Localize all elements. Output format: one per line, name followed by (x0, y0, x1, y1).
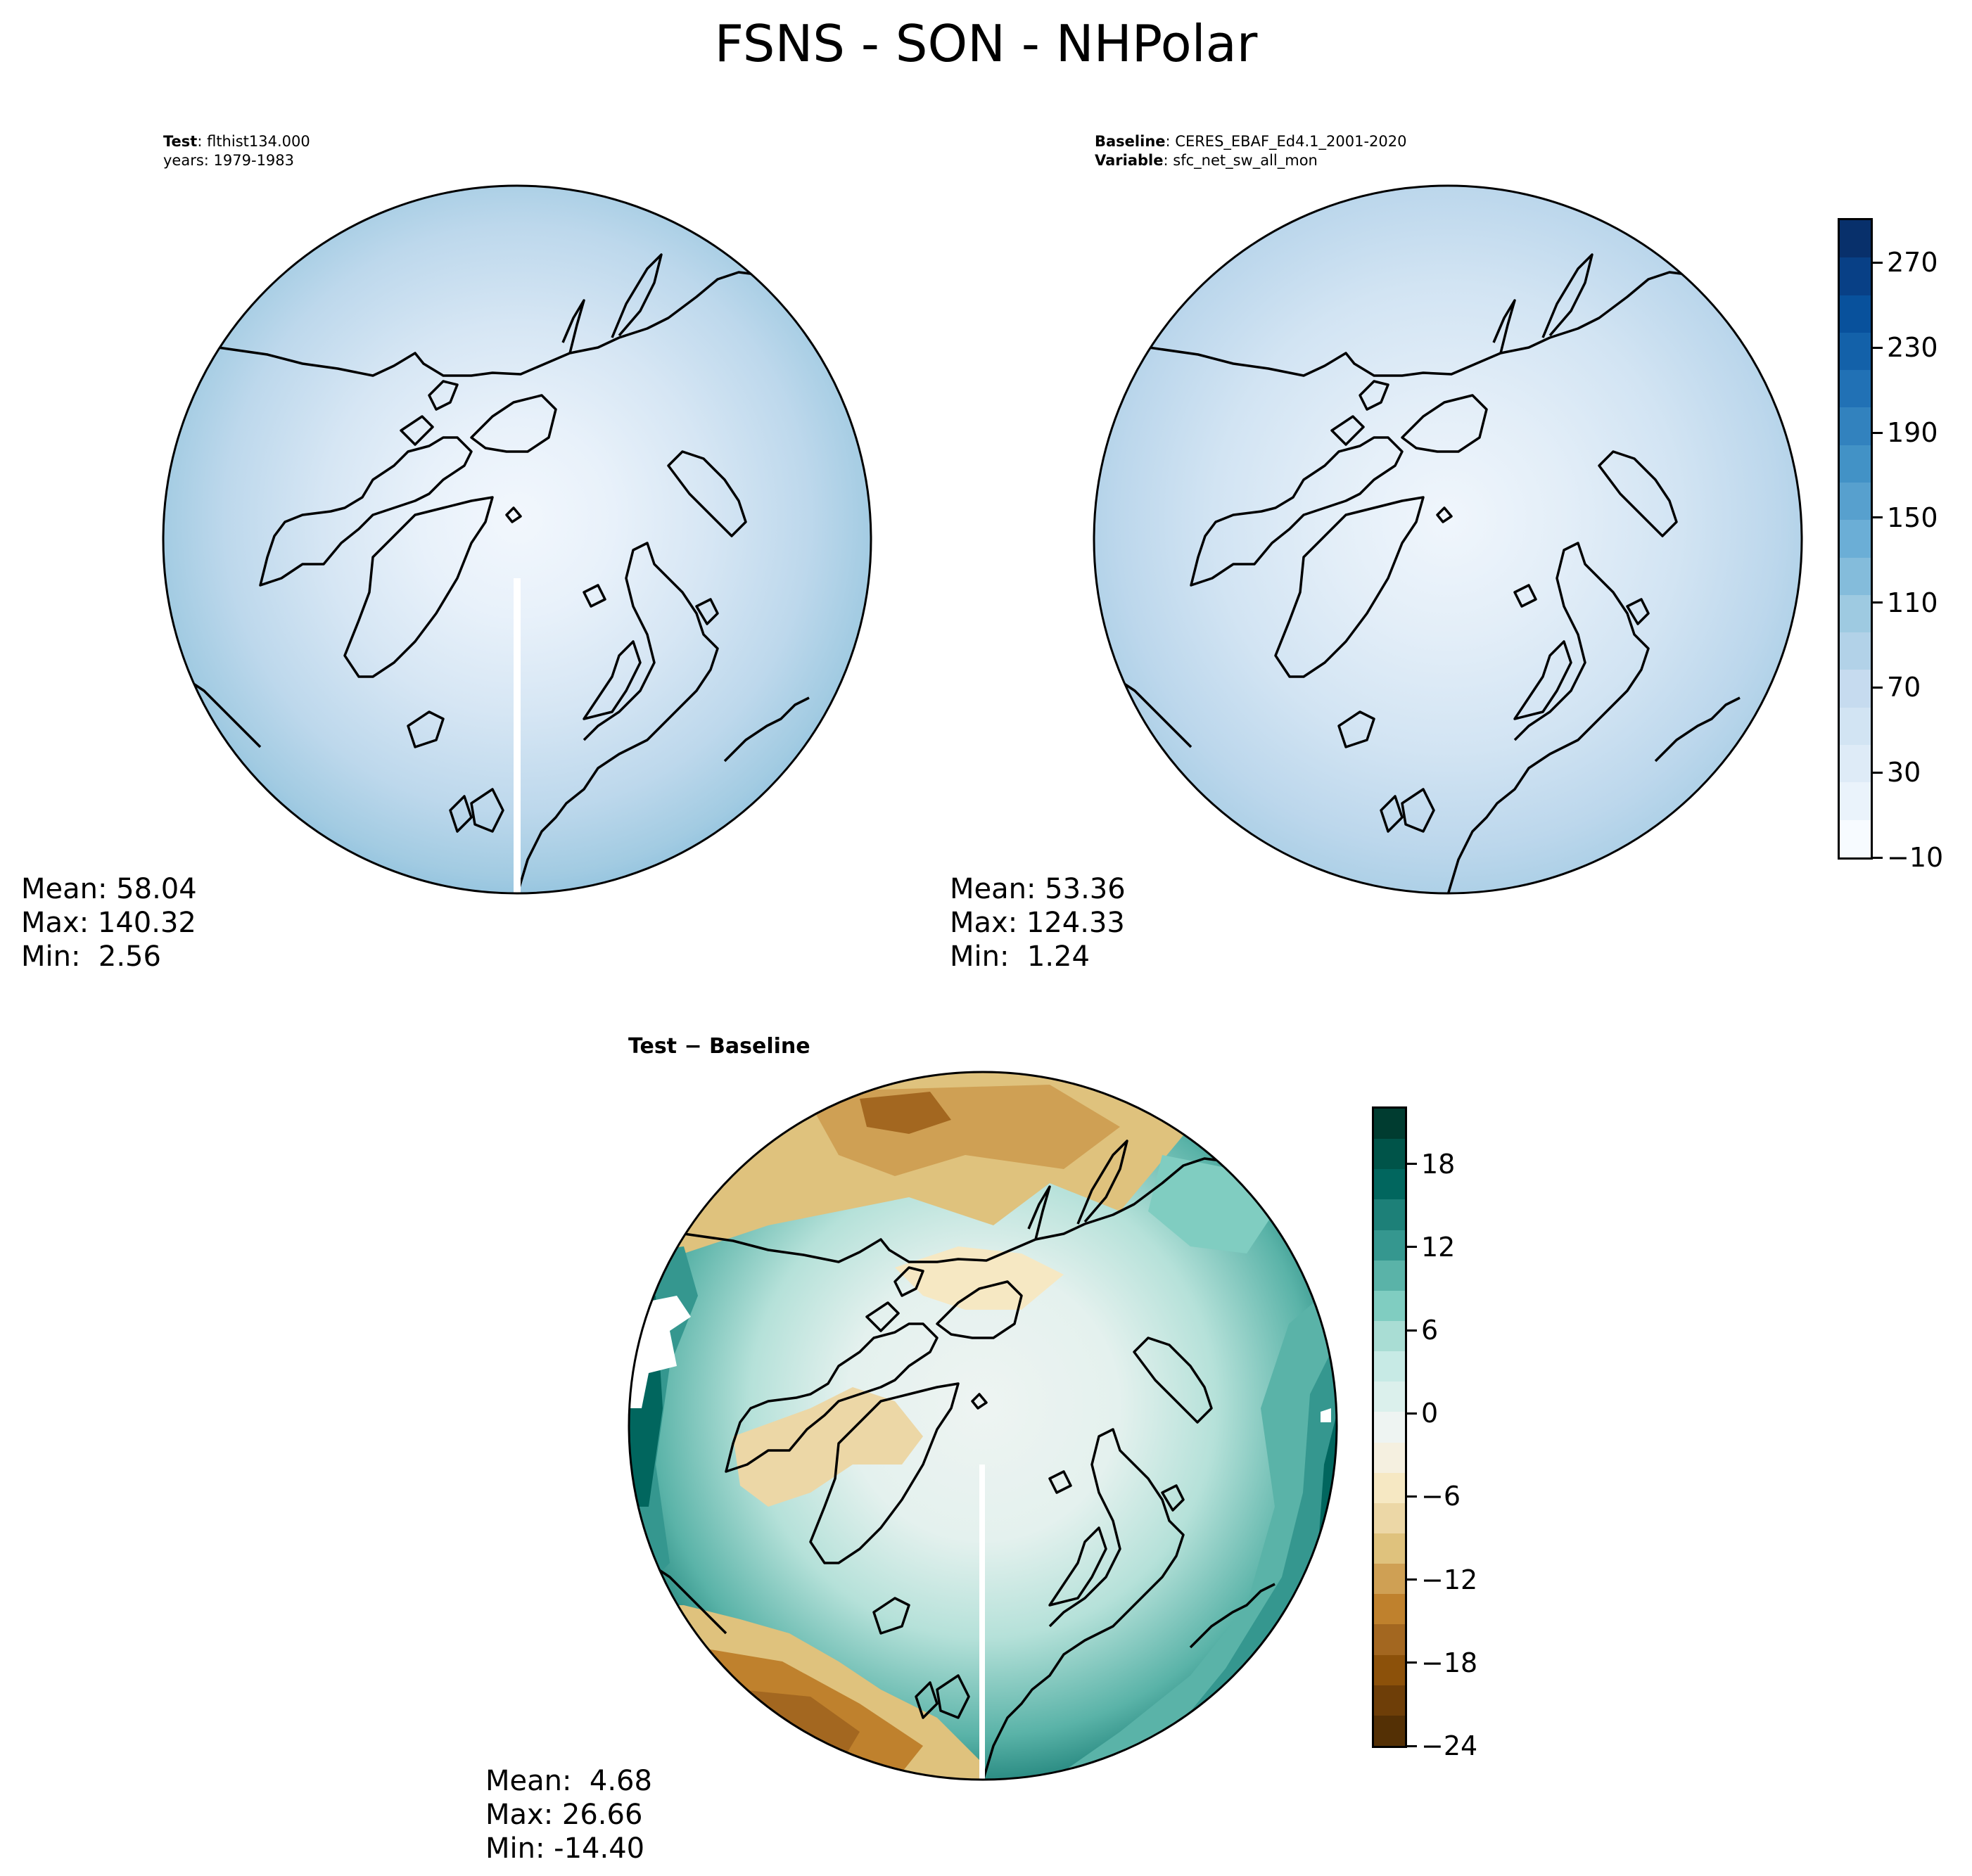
diff-polar-map (628, 1071, 1338, 1781)
diff-stats: Mean: 4.68 Max: 26.66 Min: -14.40 (485, 1764, 652, 1865)
baseline-name: CERES_EBAF_Ed4.1_2001-2020 (1175, 133, 1407, 150)
colorbar-main (1838, 218, 1873, 860)
colorbar-tick (1407, 1495, 1417, 1498)
colorbar-tick (1407, 1329, 1417, 1332)
colorbar-tick (1407, 1163, 1417, 1166)
baseline-mean: Mean: 53.36 (950, 873, 1126, 905)
baseline-min: Min: 1.24 (950, 940, 1090, 973)
colorbar-swatch (1374, 1199, 1405, 1230)
colorbar-swatch (1374, 1533, 1405, 1564)
colorbar-tick (1873, 856, 1883, 859)
colorbar-tick-label: −18 (1421, 1647, 1478, 1678)
colorbar-tick-label: 30 (1887, 757, 1921, 789)
colorbar-swatch (1374, 1230, 1405, 1261)
colorbar-tick-label: 6 (1421, 1315, 1439, 1346)
colorbar-tick (1407, 1246, 1417, 1249)
variable-label: Variable (1095, 152, 1164, 169)
diff-header: Test − Baseline (628, 1034, 810, 1059)
colorbar-tick (1873, 346, 1883, 349)
colorbar-swatch (1840, 557, 1871, 595)
colorbar-swatch (1374, 1320, 1405, 1352)
diff-mean: Mean: 4.68 (485, 1765, 652, 1797)
colorbar-swatch (1840, 520, 1871, 558)
colorbar-swatch (1840, 332, 1871, 371)
baseline-header: Baseline: CERES_EBAF_Ed4.1_2001-2020 Var… (1095, 133, 1407, 169)
colorbar-swatch (1374, 1290, 1405, 1321)
colorbar-swatch (1374, 1715, 1405, 1746)
test-header: Test: flthist134.000 years: 1979-1983 (163, 133, 310, 169)
colorbar-swatch (1374, 1594, 1405, 1625)
baseline-stats: Mean: 53.36 Max: 124.33 Min: 1.24 (950, 872, 1126, 974)
colorbar-tick (1873, 431, 1883, 434)
colorbar-tick (1873, 516, 1883, 519)
colorbar-swatch (1840, 632, 1871, 670)
colorbar-tick (1407, 1744, 1417, 1747)
colorbar-swatch (1374, 1472, 1405, 1503)
colorbar-tick (1407, 1578, 1417, 1581)
colorbar-swatch (1374, 1109, 1405, 1140)
colorbar-swatch (1840, 594, 1871, 633)
colorbar-tick-label: −24 (1421, 1730, 1478, 1761)
colorbar-tick-label: −12 (1421, 1564, 1478, 1595)
test-mean: Mean: 58.04 (21, 873, 197, 905)
colorbar-diff (1372, 1106, 1407, 1748)
baseline-polar-map (1093, 184, 1803, 895)
colorbar-swatch (1374, 1564, 1405, 1595)
colorbar-tick-label: 190 (1887, 417, 1938, 448)
colorbar-swatch (1374, 1260, 1405, 1291)
colorbar-tick-label: 230 (1887, 332, 1938, 364)
baseline-label: Baseline (1095, 133, 1166, 150)
colorbar-tick-label: 270 (1887, 247, 1938, 279)
colorbar-tick-label: 150 (1887, 502, 1938, 533)
colorbar-swatch (1840, 220, 1871, 258)
variable-name: sfc_net_sw_all_mon (1173, 152, 1318, 169)
colorbar-swatch (1374, 1169, 1405, 1200)
diff-min: Min: -14.40 (485, 1832, 645, 1865)
colorbar-swatch (1374, 1685, 1405, 1716)
colorbar-tick (1873, 771, 1883, 774)
colorbar-swatch (1840, 445, 1871, 483)
colorbar-tick-label: 18 (1421, 1148, 1456, 1180)
colorbar-swatch (1374, 1442, 1405, 1473)
colorbar-swatch (1840, 257, 1871, 295)
colorbar-tick (1873, 261, 1883, 264)
test-years: years: 1979-1983 (163, 152, 295, 169)
colorbar-swatch (1374, 1351, 1405, 1382)
colorbar-swatch (1840, 295, 1871, 333)
test-max: Max: 140.32 (21, 907, 196, 939)
colorbar-tick (1407, 1661, 1417, 1664)
figure-title: FSNS - SON - NHPolar (714, 14, 1258, 73)
colorbar-swatch (1374, 1624, 1405, 1655)
test-min: Min: 2.56 (21, 940, 161, 973)
colorbar-swatch (1840, 744, 1871, 783)
colorbar-swatch (1840, 782, 1871, 820)
test-stats: Mean: 58.04 Max: 140.32 Min: 2.56 (21, 872, 197, 974)
test-polar-map (162, 184, 872, 895)
colorbar-tick-label: 110 (1887, 587, 1938, 618)
colorbar-tick-label: 12 (1421, 1231, 1456, 1263)
colorbar-swatch (1840, 370, 1871, 408)
colorbar-tick (1407, 1412, 1417, 1415)
colorbar-tick (1873, 686, 1883, 689)
test-label: Test (163, 133, 198, 150)
colorbar-swatch (1374, 1412, 1405, 1443)
colorbar-swatch (1374, 1382, 1405, 1412)
colorbar-tick-label: −6 (1421, 1481, 1461, 1512)
colorbar-swatch (1840, 407, 1871, 445)
colorbar-tick-label: −10 (1887, 842, 1944, 873)
colorbar-swatch (1374, 1654, 1405, 1685)
baseline-max: Max: 124.33 (950, 907, 1125, 939)
colorbar-tick (1873, 601, 1883, 604)
colorbar-swatch (1840, 482, 1871, 521)
colorbar-swatch (1374, 1139, 1405, 1170)
colorbar-swatch (1374, 1502, 1405, 1533)
diff-max: Max: 26.66 (485, 1799, 643, 1831)
colorbar-swatch (1840, 670, 1871, 708)
test-name: flthist134.000 (207, 133, 310, 150)
colorbar-tick-label: 70 (1887, 672, 1921, 703)
colorbar-swatch (1840, 707, 1871, 745)
colorbar-swatch (1840, 819, 1871, 857)
colorbar-tick-label: 0 (1421, 1398, 1439, 1429)
